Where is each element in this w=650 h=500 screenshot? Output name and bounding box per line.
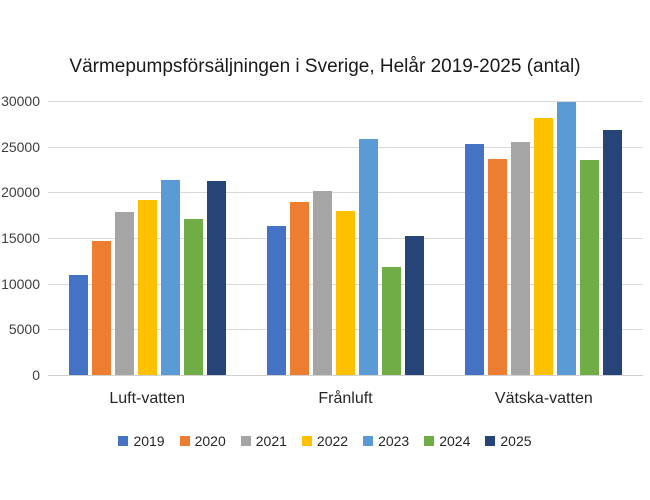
legend-label: 2020 xyxy=(194,433,226,449)
y-axis-tick-label: 30000 xyxy=(1,93,40,109)
legend-label: 2024 xyxy=(439,433,471,449)
y-axis-tick-label: 20000 xyxy=(1,184,40,201)
x-axis-category-label: Vätska-vatten xyxy=(494,390,593,407)
bar-2020-vätska-vatten xyxy=(488,158,508,375)
bar-2023-frånluft xyxy=(358,139,378,375)
bar-2023-vätska-vatten xyxy=(557,101,577,375)
legend-label: 2022 xyxy=(316,433,349,449)
bar-2019-frånluft xyxy=(266,226,286,375)
bar-2022-frånluft xyxy=(335,210,355,375)
y-axis: 0 5000 10000 15000 20000 25000 30000 xyxy=(0,93,40,383)
legend-item-2023: 2023 xyxy=(363,433,409,449)
bar-2022-luft-vatten xyxy=(137,199,157,375)
y-axis-tick-label: 15000 xyxy=(1,230,40,246)
legend-label: 2023 xyxy=(378,433,410,449)
legend-item-2020: 2020 xyxy=(179,433,226,449)
bar-2023-luft-vatten xyxy=(160,180,180,375)
bar-2019-luft-vatten xyxy=(68,274,88,375)
legend-swatch-2023 xyxy=(363,436,374,446)
legend-swatch-2021 xyxy=(240,436,251,446)
bar-group-luft-vatten xyxy=(48,101,246,375)
legend-label: 2021 xyxy=(255,433,287,449)
x-axis: Luft-vatten Frånluft Vätska-vatten xyxy=(48,390,643,408)
y-axis-tick-label: 5000 xyxy=(8,321,40,338)
gridline-0 xyxy=(48,375,643,376)
bar-group-vätska-vatten xyxy=(445,101,643,375)
x-axis-category-label: Frånluft xyxy=(318,390,373,407)
legend: 2019 2020 2021 2022 2023 2024 2025 xyxy=(0,433,650,449)
bar-group-frånluft xyxy=(246,101,444,375)
bar-2025-frånluft xyxy=(404,236,424,375)
legend-item-2021: 2021 xyxy=(240,433,287,449)
bar-2020-frånluft xyxy=(289,202,309,375)
gridline-30000 xyxy=(48,101,643,102)
bar-2024-vätska-vatten xyxy=(580,160,600,375)
chart-title: Värmepumpsförsäljningen i Sverige, Helår… xyxy=(69,56,581,77)
y-axis-tick-label: 0 xyxy=(32,367,40,383)
x-axis-category-label: Luft-vatten xyxy=(109,390,185,407)
gridline-20000 xyxy=(48,192,643,194)
bar-2022-vätska-vatten xyxy=(534,118,554,375)
y-axis-tick-label: 25000 xyxy=(1,138,40,155)
bar-2025-luft-vatten xyxy=(206,181,226,375)
legend-swatch-2019 xyxy=(118,436,129,446)
plot-area xyxy=(48,101,643,376)
legend-item-2022: 2022 xyxy=(301,433,349,449)
bar-2025-vätska-vatten xyxy=(603,130,623,375)
bar-2021-frånluft xyxy=(312,191,332,375)
legend-item-2019: 2019 xyxy=(118,433,165,449)
bar-2024-luft-vatten xyxy=(183,218,203,375)
legend-swatch-2022 xyxy=(301,436,312,446)
legend-swatch-2025 xyxy=(485,436,496,446)
bar-2020-luft-vatten xyxy=(91,240,111,375)
gridline-25000 xyxy=(48,146,643,148)
legend-item-2024: 2024 xyxy=(424,433,470,449)
bar-2021-luft-vatten xyxy=(114,212,134,375)
y-axis-tick-label: 10000 xyxy=(1,275,40,292)
bar-2019-vätska-vatten xyxy=(465,143,485,375)
legend-item-2025: 2025 xyxy=(485,433,532,449)
legend-swatch-2020 xyxy=(179,436,190,446)
legend-label: 2019 xyxy=(133,433,165,449)
legend-swatch-2024 xyxy=(424,436,435,446)
bar-groups xyxy=(48,101,643,375)
bar-2024-frånluft xyxy=(381,267,401,375)
bar-2021-vätska-vatten xyxy=(511,142,531,375)
legend-label: 2025 xyxy=(500,433,532,449)
